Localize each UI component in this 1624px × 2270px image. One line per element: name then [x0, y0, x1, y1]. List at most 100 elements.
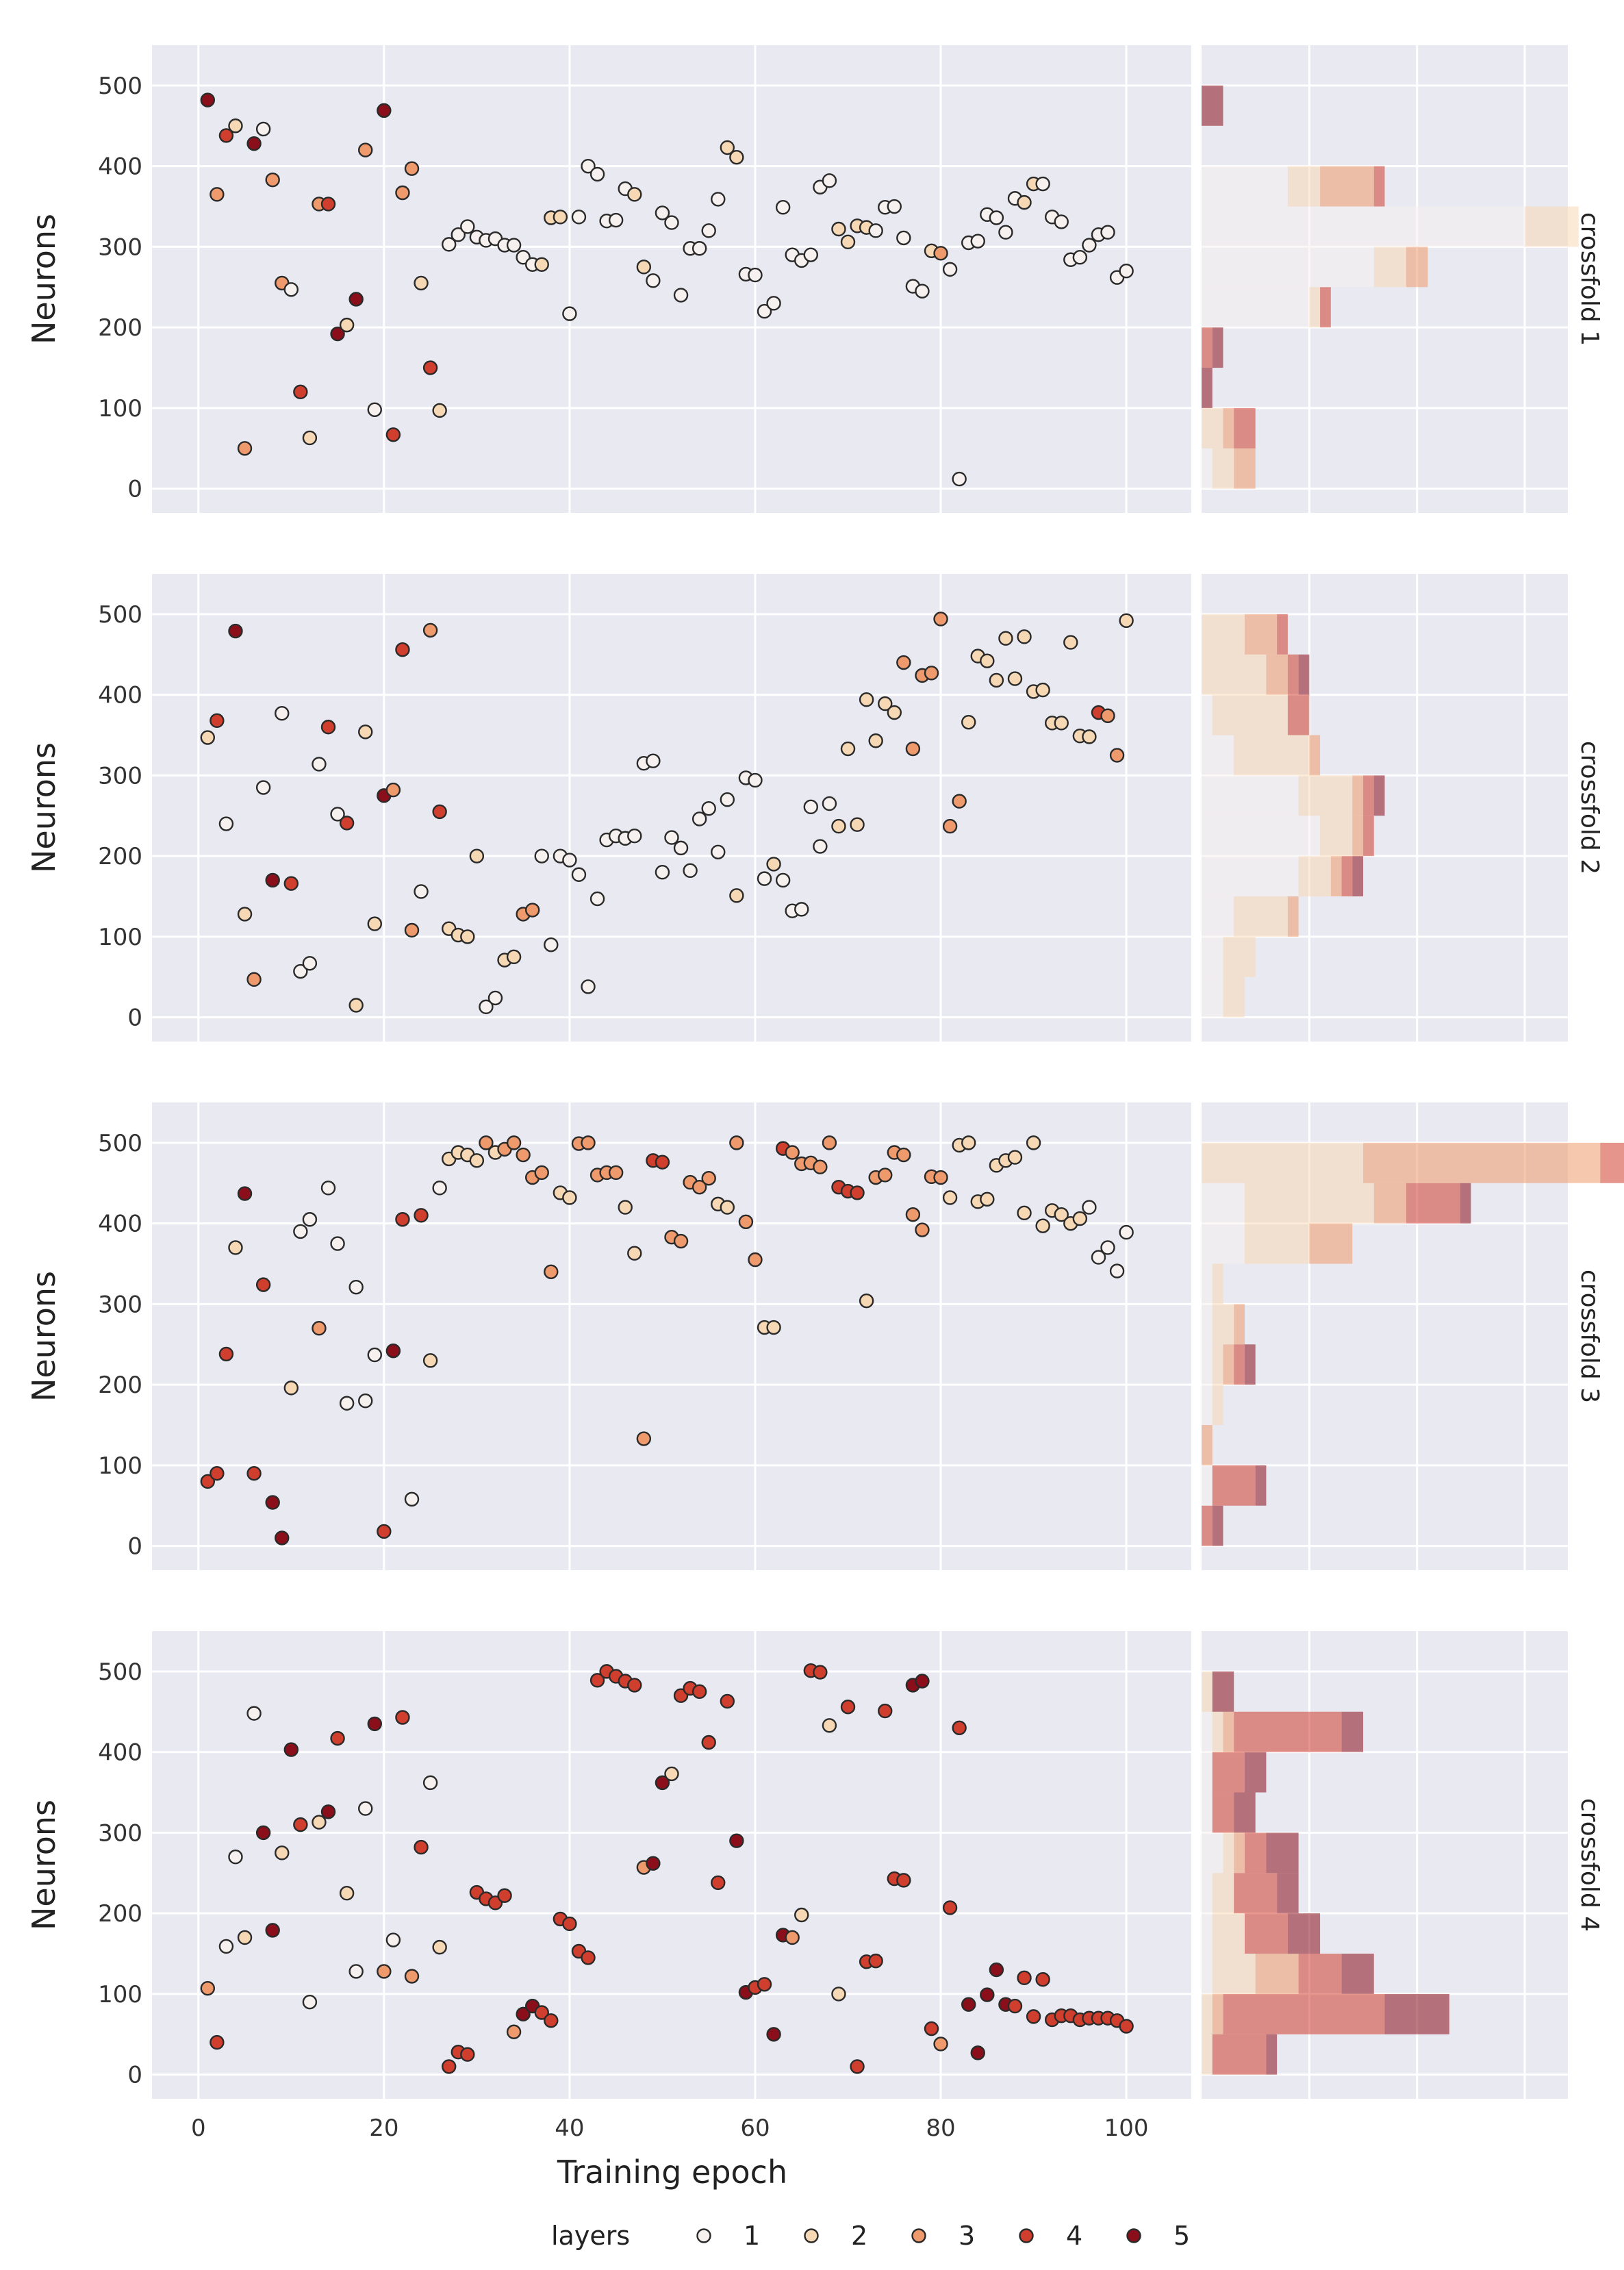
- data-point-layer-1: [1072, 250, 1088, 265]
- data-point-layer-4: [442, 2059, 457, 2074]
- data-point-layer-2: [840, 234, 856, 250]
- scatter-plot-area: [152, 45, 1191, 513]
- data-point-layer-1: [813, 839, 828, 854]
- data-point-layer-1: [275, 706, 290, 721]
- data-point-layer-3: [952, 794, 967, 809]
- panel-crossfold-3: 0 100 200 300 400 500 Neurons crossfold 3: [25, 1102, 1624, 1570]
- data-point-layer-1: [367, 402, 382, 417]
- data-point-layer-4: [246, 1465, 262, 1481]
- histogram-bar-layer-3: [1330, 856, 1342, 897]
- data-point-layer-1: [487, 990, 503, 1006]
- data-point-layer-1: [460, 219, 475, 234]
- data-point-layer-4: [1026, 2009, 1041, 2024]
- y-tick-label: 300: [98, 234, 142, 261]
- histogram-bar-layer-5: [1202, 85, 1223, 126]
- data-point-layer-2: [627, 1246, 642, 1261]
- scatter-plot-area: [152, 1102, 1191, 1570]
- data-point-layer-1: [358, 1393, 373, 1409]
- data-point-layer-4: [283, 876, 299, 891]
- data-point-layer-1: [887, 199, 902, 214]
- legend-marker-layer-2: [804, 2228, 819, 2243]
- legend-label-layer-5: 5: [1173, 2221, 1190, 2251]
- histogram-bar-layer-3: [1223, 1344, 1234, 1385]
- data-point-layer-4: [544, 2013, 559, 2028]
- data-point-layer-4: [320, 197, 336, 212]
- histogram-bar-layer-1: [1202, 936, 1223, 977]
- data-point-layer-1: [246, 1706, 262, 1721]
- data-point-layer-4: [1119, 2019, 1134, 2034]
- data-point-layer-1: [775, 872, 791, 888]
- data-point-layer-3: [210, 187, 225, 202]
- data-point-layer-2: [469, 1153, 485, 1168]
- data-point-layer-2: [237, 907, 253, 922]
- histogram-bar-layer-1: [1202, 1385, 1213, 1426]
- x-tick-label: 80: [926, 2115, 955, 2142]
- data-point-layer-1: [683, 863, 698, 879]
- y-axis-title: Neurons: [25, 1271, 62, 1402]
- data-point-layer-2: [283, 1380, 299, 1396]
- data-point-layer-5: [348, 292, 364, 307]
- data-point-layer-1: [896, 230, 911, 246]
- histogram-bar-layer-1: [1202, 1711, 1213, 1752]
- facet-label: crossfold 3: [1575, 1270, 1603, 1403]
- data-point-layer-4: [414, 1208, 429, 1223]
- histogram-bar-layer-2: [1202, 614, 1245, 655]
- data-point-layer-1: [589, 166, 605, 182]
- data-point-layer-3: [312, 1321, 327, 1336]
- data-point-layer-4: [330, 1730, 345, 1746]
- data-point-layer-2: [720, 1200, 735, 1215]
- y-tick-label: 100: [98, 924, 142, 951]
- data-point-layer-3: [915, 1222, 930, 1237]
- histogram-bar-layer-3: [1223, 407, 1234, 449]
- data-point-layer-1: [442, 237, 457, 252]
- data-point-layer-1: [646, 753, 661, 768]
- data-point-layer-2: [339, 317, 355, 333]
- data-point-layer-1: [942, 262, 958, 277]
- data-point-layer-4: [395, 1710, 410, 1725]
- histogram-bar-layer-2: [1212, 1304, 1234, 1345]
- data-point-layer-2: [720, 140, 735, 155]
- histogram-bar-layer-1: [1202, 1344, 1213, 1385]
- histogram-bar-layer-2: [1212, 1711, 1223, 1752]
- data-point-layer-3: [785, 1930, 800, 1945]
- data-point-layer-1: [479, 999, 494, 1015]
- data-point-layer-2: [553, 210, 568, 225]
- histogram-bar-layer-1: [1202, 1752, 1213, 1793]
- data-point-layer-1: [562, 306, 577, 321]
- data-point-layer-2: [228, 1240, 243, 1255]
- data-point-layer-4: [395, 1212, 410, 1227]
- data-point-layer-5: [237, 1186, 253, 1201]
- data-point-layer-2: [942, 1190, 958, 1205]
- data-point-layer-4: [218, 1346, 234, 1362]
- data-point-layer-1: [432, 1181, 447, 1196]
- data-point-layer-4: [460, 2047, 475, 2062]
- data-point-layer-5: [265, 872, 280, 888]
- data-point-layer-1: [358, 1801, 373, 1816]
- histogram-bar-layer-1: [1202, 694, 1213, 735]
- data-point-layer-4: [1007, 1998, 1023, 2014]
- histogram-bar-layer-4: [1341, 856, 1353, 897]
- data-point-layer-2: [831, 818, 846, 834]
- histogram-bar-layer-4: [1287, 654, 1299, 695]
- data-point-layer-1: [711, 844, 726, 859]
- data-point-layer-3: [404, 922, 420, 938]
- data-point-layer-3: [581, 1135, 596, 1150]
- histogram-bar-layer-2: [1212, 1385, 1223, 1426]
- y-axis-title: Neurons: [25, 1800, 62, 1930]
- histogram-bar-layer-4: [1234, 1344, 1245, 1385]
- histogram-bar-layer-1: [1202, 816, 1321, 857]
- data-point-layer-1: [348, 1279, 364, 1295]
- data-point-layer-1: [283, 282, 299, 297]
- data-point-layer-5: [255, 1825, 271, 1841]
- data-point-layer-2: [1082, 729, 1097, 744]
- y-tick-label: 0: [127, 476, 142, 503]
- data-point-layer-3: [524, 903, 540, 918]
- data-point-layer-1: [748, 267, 763, 283]
- data-point-layer-3: [933, 2036, 948, 2052]
- histogram-bar-layer-5: [1460, 1183, 1471, 1224]
- histogram-bar-layer-4: [1373, 166, 1385, 207]
- data-point-layer-2: [859, 1293, 874, 1309]
- data-point-layer-1: [998, 225, 1013, 240]
- data-point-layer-2: [998, 631, 1013, 646]
- data-point-layer-2: [1054, 716, 1069, 731]
